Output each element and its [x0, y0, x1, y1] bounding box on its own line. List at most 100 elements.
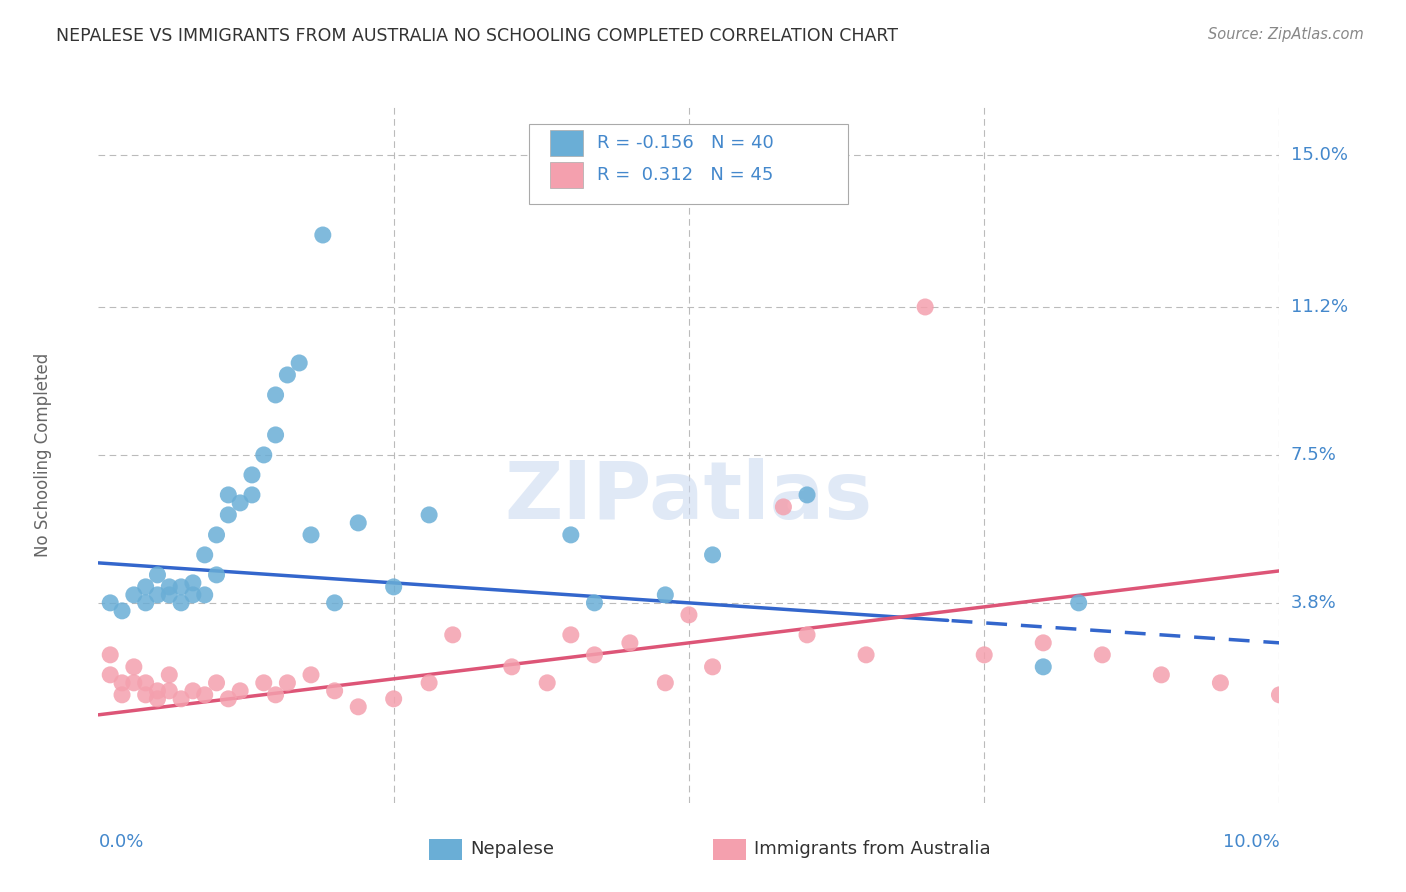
Point [217, 488, 239, 502]
Point [170, 596, 193, 610]
Text: No Schooling Completed: No Schooling Completed [34, 353, 52, 557]
Text: 0.0%: 0.0% [98, 833, 143, 851]
Point [146, 691, 169, 706]
Text: Source: ZipAtlas.com: Source: ZipAtlas.com [1208, 27, 1364, 42]
Point [418, 676, 440, 690]
Point [205, 567, 228, 582]
Text: ZIPatlas: ZIPatlas [505, 458, 873, 536]
Point [240, 488, 263, 502]
Point [170, 691, 193, 706]
FancyBboxPatch shape [429, 839, 463, 860]
Point [1032, 636, 1054, 650]
Point [240, 467, 263, 482]
Point [122, 676, 145, 690]
Point [501, 660, 523, 674]
Point [264, 688, 287, 702]
Point [194, 548, 217, 562]
Point [264, 428, 287, 442]
Point [1091, 648, 1114, 662]
Point [654, 676, 676, 690]
Text: R =  0.312   N = 45: R = 0.312 N = 45 [596, 166, 773, 185]
Point [205, 676, 228, 690]
FancyBboxPatch shape [550, 130, 582, 156]
Point [217, 691, 239, 706]
Point [146, 567, 169, 582]
Point [111, 688, 134, 702]
Point [382, 691, 405, 706]
Point [312, 227, 335, 242]
Point [157, 683, 180, 698]
Point [98, 648, 121, 662]
Point [1150, 668, 1173, 682]
Text: Immigrants from Australia: Immigrants from Australia [754, 840, 990, 858]
Point [181, 575, 204, 590]
Point [855, 648, 877, 662]
Point [441, 628, 464, 642]
Point [654, 588, 676, 602]
Point [111, 676, 134, 690]
Point [157, 588, 180, 602]
Point [98, 596, 121, 610]
Point [323, 596, 346, 610]
Point [135, 676, 157, 690]
Point [536, 676, 558, 690]
Point [382, 580, 405, 594]
Text: R = -0.156   N = 40: R = -0.156 N = 40 [596, 134, 773, 153]
Text: 3.8%: 3.8% [1291, 594, 1336, 612]
Text: 11.2%: 11.2% [1291, 298, 1348, 316]
Point [135, 580, 157, 594]
Text: Nepalese: Nepalese [471, 840, 554, 858]
Point [194, 688, 217, 702]
Point [702, 660, 724, 674]
Point [1032, 660, 1054, 674]
Point [347, 699, 370, 714]
Point [181, 588, 204, 602]
Point [299, 668, 322, 682]
Point [299, 528, 322, 542]
Point [111, 604, 134, 618]
Point [205, 528, 228, 542]
Point [157, 668, 180, 682]
Point [560, 628, 582, 642]
Point [217, 508, 239, 522]
Point [276, 368, 298, 382]
Point [678, 607, 700, 622]
FancyBboxPatch shape [550, 162, 582, 188]
Point [619, 636, 641, 650]
Point [170, 580, 193, 594]
Point [418, 508, 440, 522]
Point [181, 683, 204, 698]
Point [135, 688, 157, 702]
Point [135, 596, 157, 610]
Point [229, 683, 252, 698]
Point [560, 528, 582, 542]
Point [98, 668, 121, 682]
Text: NEPALESE VS IMMIGRANTS FROM AUSTRALIA NO SCHOOLING COMPLETED CORRELATION CHART: NEPALESE VS IMMIGRANTS FROM AUSTRALIA NO… [56, 27, 898, 45]
Point [347, 516, 370, 530]
Point [122, 588, 145, 602]
Point [1268, 688, 1291, 702]
Point [772, 500, 794, 514]
Text: 7.5%: 7.5% [1291, 446, 1337, 464]
Point [276, 676, 298, 690]
Point [229, 496, 252, 510]
Point [253, 676, 276, 690]
Text: 10.0%: 10.0% [1223, 833, 1279, 851]
Point [702, 548, 724, 562]
Point [253, 448, 276, 462]
Point [146, 588, 169, 602]
Text: 15.0%: 15.0% [1291, 146, 1347, 164]
Point [796, 628, 818, 642]
Point [973, 648, 995, 662]
Point [1209, 676, 1232, 690]
Point [157, 580, 180, 594]
Point [323, 683, 346, 698]
Point [288, 356, 311, 370]
Point [796, 488, 818, 502]
Point [583, 648, 606, 662]
Point [1067, 596, 1090, 610]
Point [264, 388, 287, 402]
Point [122, 660, 145, 674]
FancyBboxPatch shape [530, 124, 848, 204]
Point [146, 683, 169, 698]
